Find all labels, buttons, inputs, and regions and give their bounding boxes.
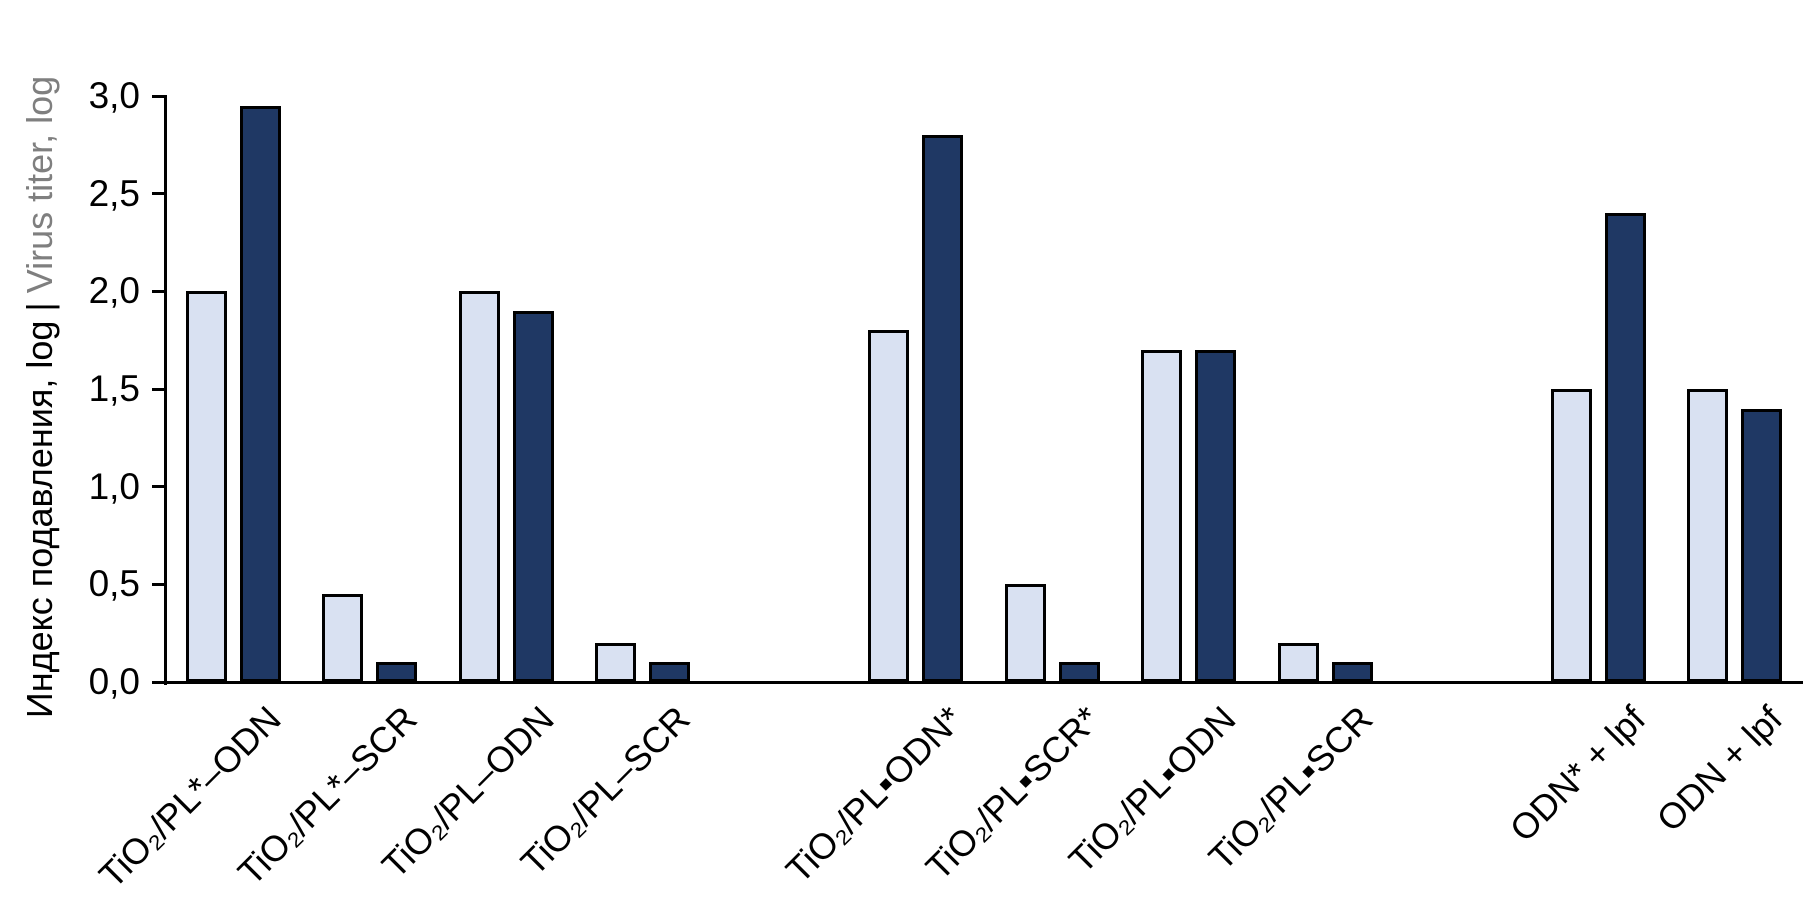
bar-light-blue xyxy=(458,291,500,682)
x-axis-label: ODN + lpf xyxy=(1648,698,1790,840)
y-tick-label: 3,0 xyxy=(88,75,140,116)
y-tick-label: 2,0 xyxy=(88,270,140,312)
bar-light-blue xyxy=(1687,389,1728,682)
y-tick-label: 0,0 xyxy=(88,661,140,702)
bar-light-blue xyxy=(1277,642,1319,682)
y-tick-mark xyxy=(152,387,165,391)
bar-dark-navy xyxy=(376,662,417,682)
y-tick-label: 1,5 xyxy=(88,368,140,409)
bar-dark-navy xyxy=(922,135,963,682)
y-tick-mark xyxy=(152,289,165,293)
y-tick-mark xyxy=(152,680,165,684)
bar-light-blue xyxy=(185,291,227,682)
bar-light-blue xyxy=(1550,389,1592,682)
x-axis-line xyxy=(164,681,1803,684)
y-tick-label: 2,5 xyxy=(88,172,140,214)
bar-dark-navy xyxy=(1331,662,1373,682)
bar-light-blue xyxy=(1004,584,1046,682)
y-tick-mark xyxy=(152,192,165,196)
bar-dark-navy xyxy=(1741,408,1782,682)
y-tick-label: 1,0 xyxy=(88,465,140,507)
bar-light-blue xyxy=(595,642,636,682)
y-tick-mark xyxy=(152,582,165,586)
bar-dark-navy xyxy=(239,105,281,682)
y-tick-label: 0,5 xyxy=(88,563,140,605)
y-tick-mark xyxy=(152,94,165,98)
bar-dark-navy xyxy=(1058,662,1100,682)
bar-dark-navy xyxy=(1604,213,1646,682)
bar-dark-navy xyxy=(1195,349,1236,682)
y-tick-mark xyxy=(152,485,165,489)
y-axis-line xyxy=(164,95,167,685)
bar-dark-navy xyxy=(649,662,690,682)
bar-dark-navy xyxy=(512,310,554,682)
bar-light-blue xyxy=(1141,349,1182,682)
x-axis-label: ODN* + lpf xyxy=(1501,698,1654,850)
bar-light-blue xyxy=(868,330,909,682)
bar-light-blue xyxy=(322,594,363,682)
